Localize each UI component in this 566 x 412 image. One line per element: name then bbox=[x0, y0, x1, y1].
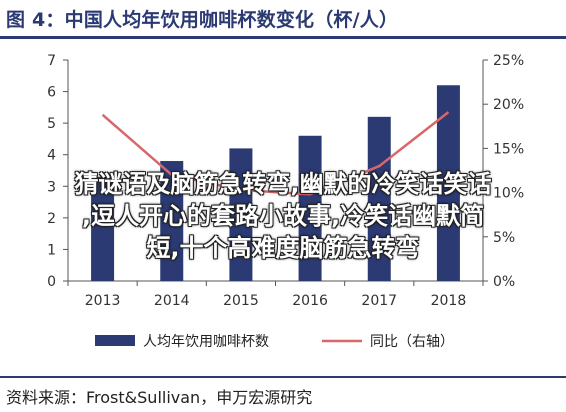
footer-divider bbox=[0, 376, 566, 378]
x-tick-label: 2018 bbox=[431, 293, 467, 309]
title-divider bbox=[0, 36, 566, 39]
left-y-tick-label: 1 bbox=[47, 242, 56, 258]
legend-line-label: 同比（右轴） bbox=[370, 334, 454, 350]
right-y-tick-label: 10% bbox=[493, 186, 524, 202]
legend-bar-swatch bbox=[95, 335, 135, 346]
x-tick-label: 2017 bbox=[361, 293, 397, 309]
x-tick-label: 2015 bbox=[223, 293, 259, 309]
x-tick-label: 2014 bbox=[154, 293, 190, 309]
bar-2018 bbox=[436, 85, 460, 281]
right-y-tick-label: 25% bbox=[493, 53, 524, 69]
chart-title: 图 4：中国人均年饮用咖啡杯数变化（杯/人） bbox=[6, 9, 399, 31]
legend-bar-label: 人均年饮用咖啡杯数 bbox=[143, 334, 269, 350]
left-y-tick-label: 6 bbox=[47, 85, 56, 101]
combo-chart: 0 1 2 3 4 5 6 7 0% 5% 10% 15% 20% 25% 2013 2014 2015 2016… bbox=[47, 53, 524, 350]
bar-2016 bbox=[298, 135, 322, 281]
right-y-tick-label: 20% bbox=[493, 97, 524, 113]
left-y-tick-label: 4 bbox=[47, 148, 56, 164]
bar-2017 bbox=[367, 116, 391, 281]
left-y-tick-label: 2 bbox=[47, 211, 56, 227]
title-bar: 图 4：中国人均年饮用咖啡杯数变化（杯/人） bbox=[0, 0, 566, 39]
right-y-tick-label: 5% bbox=[493, 230, 515, 246]
left-y-tick-label: 3 bbox=[47, 179, 56, 195]
bar-2015 bbox=[229, 148, 253, 281]
yoy-growth-line bbox=[101, 111, 450, 196]
right-y-tick-label: 0% bbox=[493, 274, 515, 290]
x-tick-label: 2013 bbox=[85, 293, 121, 309]
x-tick-label: 2016 bbox=[292, 293, 328, 309]
left-y-tick-label: 0 bbox=[47, 274, 56, 290]
source-note: 资料来源：Frost&Sullivan，申万宏源研究 bbox=[6, 388, 313, 407]
left-y-tick-label: 7 bbox=[47, 53, 56, 69]
left-y-tick-label: 5 bbox=[47, 116, 56, 132]
bar-2013 bbox=[91, 176, 115, 281]
right-y-tick-label: 15% bbox=[493, 141, 524, 157]
bar-2014 bbox=[160, 161, 184, 281]
